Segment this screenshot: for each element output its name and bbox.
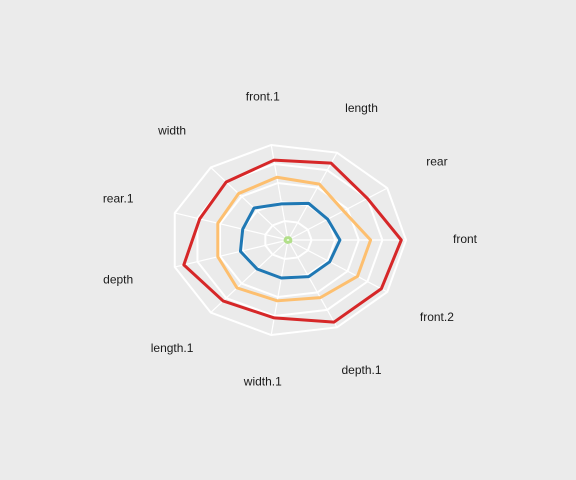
axis-label-front: front bbox=[453, 232, 478, 246]
axis-label-length: length bbox=[345, 101, 378, 115]
spoke-rear.1 bbox=[174, 212, 289, 241]
spoke-length bbox=[287, 152, 338, 241]
axis-label-rear: rear bbox=[426, 154, 447, 168]
series-3-line bbox=[238, 201, 342, 280]
series-4-line bbox=[283, 236, 293, 244]
axis-label-width.1: width.1 bbox=[243, 375, 282, 389]
grid-ring-5 bbox=[173, 143, 408, 337]
grid-ring-1 bbox=[264, 219, 313, 261]
series-layer bbox=[182, 158, 403, 324]
spoke-rear bbox=[287, 187, 388, 241]
spoke-width bbox=[210, 167, 289, 241]
axis-label-depth: depth bbox=[103, 273, 133, 287]
spoke-depth bbox=[174, 239, 289, 268]
axis-label-depth.1: depth.1 bbox=[342, 363, 382, 377]
series-2-line bbox=[216, 175, 373, 303]
spoke-front.2 bbox=[287, 239, 388, 293]
axis-label-width: width bbox=[157, 123, 186, 137]
grid-ring-3 bbox=[219, 181, 360, 299]
axis-label-layer: front front.2 depth.1 width.1 length.1 depth r… bbox=[103, 90, 478, 389]
grid-ring-4 bbox=[196, 162, 384, 318]
axis-label-front.2: front.2 bbox=[420, 310, 454, 324]
axis-label-front.1: front.1 bbox=[246, 90, 280, 104]
spoke-depth.1 bbox=[287, 239, 338, 328]
axis-label-rear.1: rear.1 bbox=[103, 192, 134, 206]
axis-label-length.1: length.1 bbox=[151, 341, 194, 355]
series-1-line bbox=[182, 158, 403, 324]
